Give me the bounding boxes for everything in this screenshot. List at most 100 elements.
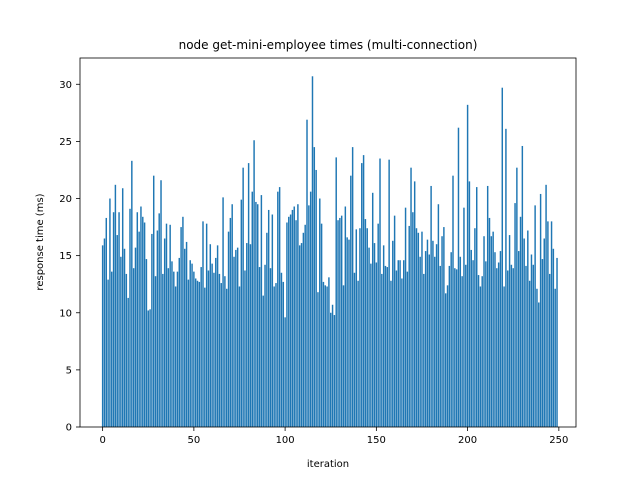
bar — [187, 279, 190, 427]
bar — [118, 212, 120, 427]
bar — [403, 260, 405, 427]
bar — [160, 180, 162, 427]
bar — [463, 207, 465, 427]
bar — [432, 240, 434, 427]
bar — [324, 285, 326, 427]
bar — [174, 286, 177, 427]
bar — [131, 160, 133, 427]
bar — [459, 256, 462, 427]
bar — [267, 209, 270, 427]
bar — [258, 267, 261, 427]
bar — [275, 283, 277, 427]
bar — [129, 208, 131, 427]
bar — [552, 248, 555, 427]
bar — [428, 254, 431, 427]
bar — [132, 268, 135, 427]
bar — [386, 267, 389, 427]
bar — [151, 233, 153, 427]
bar — [317, 292, 319, 427]
bar — [140, 206, 142, 427]
bar — [297, 204, 299, 427]
bar — [468, 181, 471, 427]
y-tick-label: 10 — [59, 308, 72, 319]
bar — [215, 257, 217, 427]
bar — [507, 270, 509, 427]
bar — [430, 185, 432, 427]
bar — [346, 237, 348, 427]
bar — [121, 188, 124, 427]
bar — [198, 281, 201, 427]
bar — [455, 269, 458, 427]
bar — [293, 206, 295, 427]
bar — [257, 204, 259, 427]
bar — [437, 204, 440, 427]
bar — [348, 239, 350, 427]
bar — [249, 244, 252, 427]
bar — [231, 204, 233, 427]
bar — [472, 260, 474, 427]
bar — [361, 163, 363, 427]
bar — [373, 243, 376, 427]
y-tick-label: 15 — [59, 251, 72, 262]
bar — [302, 232, 305, 427]
bar — [527, 230, 529, 427]
bar — [421, 231, 423, 427]
bar — [260, 195, 263, 427]
bar — [454, 268, 456, 427]
bar — [450, 252, 452, 427]
bar — [218, 273, 221, 427]
bar — [322, 281, 325, 427]
bar — [344, 206, 347, 427]
bar — [182, 216, 184, 427]
bar — [548, 273, 551, 427]
bar — [492, 231, 494, 427]
bar — [523, 238, 525, 427]
bar — [295, 220, 297, 427]
bar — [443, 227, 445, 427]
bar — [423, 273, 425, 427]
bar — [426, 239, 429, 427]
bar — [165, 223, 168, 427]
bar — [205, 223, 208, 427]
bar — [185, 241, 188, 427]
bar — [213, 272, 215, 427]
bar — [541, 259, 544, 427]
bar — [554, 288, 556, 427]
chart-title: node get-mini-employee times (multi-conn… — [179, 38, 478, 52]
bar — [289, 214, 292, 427]
bar — [528, 280, 531, 427]
bar — [503, 286, 505, 427]
bar — [477, 275, 480, 427]
y-tick-label: 25 — [59, 137, 72, 148]
bar — [120, 256, 122, 427]
plot-frame — [79, 57, 577, 428]
bar — [434, 256, 436, 427]
bar — [547, 221, 549, 427]
bar — [225, 288, 228, 427]
bar — [381, 273, 383, 427]
bar — [138, 231, 140, 427]
bar — [350, 175, 352, 427]
bar — [457, 127, 460, 427]
x-tick-label: 0 — [99, 435, 105, 446]
bar — [306, 119, 308, 427]
bar — [152, 175, 155, 427]
bar — [333, 315, 336, 427]
bar — [180, 227, 182, 427]
bar — [466, 104, 469, 427]
bar — [408, 225, 410, 427]
bar — [497, 262, 500, 427]
bar — [184, 248, 186, 427]
bar — [149, 309, 151, 427]
bar — [196, 280, 199, 427]
bar — [536, 288, 538, 427]
bar — [413, 181, 416, 427]
bar — [339, 217, 341, 427]
bar — [194, 278, 197, 427]
bar — [112, 212, 115, 427]
bar — [410, 167, 412, 428]
bar — [123, 248, 126, 427]
bar — [452, 175, 454, 427]
bar — [406, 271, 409, 427]
